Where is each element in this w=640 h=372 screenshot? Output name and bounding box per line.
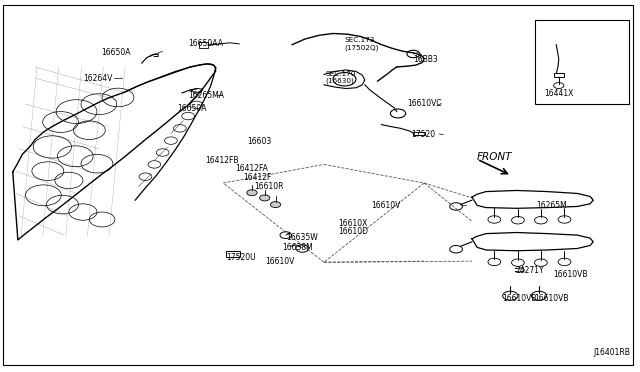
Bar [227, 251, 241, 257]
Text: SEC.173
(17502Q): SEC.173 (17502Q) [344, 37, 379, 51]
Text: 16610R: 16610R [254, 182, 284, 191]
Text: 16610VB: 16610VB [554, 270, 588, 279]
Text: 16610VB: 16610VB [534, 294, 569, 303]
Text: 16650AA: 16650AA [188, 39, 223, 48]
Text: FRONT: FRONT [477, 152, 513, 162]
Text: 16610X: 16610X [338, 219, 367, 228]
Text: 16412FB: 16412FB [205, 156, 239, 165]
Text: 16412F: 16412F [244, 173, 272, 182]
Text: 16610V: 16610V [265, 257, 294, 266]
Text: 17520: 17520 [412, 130, 436, 139]
Text: 16BB3: 16BB3 [413, 55, 438, 64]
Bar [554, 73, 564, 77]
Circle shape [247, 190, 257, 196]
Text: 16610D: 16610D [338, 227, 368, 236]
Text: 17520U: 17520U [227, 253, 256, 262]
Text: 16650A: 16650A [100, 48, 131, 57]
Circle shape [260, 195, 270, 201]
Bar [534, 20, 629, 104]
Text: 16412FA: 16412FA [235, 164, 268, 173]
Text: 16264V: 16264V [83, 74, 112, 83]
Text: 16603: 16603 [248, 137, 272, 146]
Text: 16610VC: 16610VC [407, 99, 442, 108]
Text: 16610VB: 16610VB [502, 294, 537, 303]
Text: 16441X: 16441X [544, 89, 573, 98]
Text: SEC.170
(16630): SEC.170 (16630) [325, 71, 356, 84]
Circle shape [271, 202, 281, 208]
Text: 16265M: 16265M [536, 201, 566, 210]
Bar [413, 132, 425, 135]
Text: J16401RB: J16401RB [593, 348, 630, 357]
Text: 16635W: 16635W [285, 233, 317, 242]
Bar [199, 42, 208, 48]
Text: 24271Y: 24271Y [515, 266, 544, 275]
Text: 16265MA: 16265MA [188, 92, 224, 100]
Text: 16650A: 16650A [177, 104, 207, 113]
Text: 16610V: 16610V [371, 201, 401, 210]
Text: 16638M: 16638M [282, 243, 313, 252]
